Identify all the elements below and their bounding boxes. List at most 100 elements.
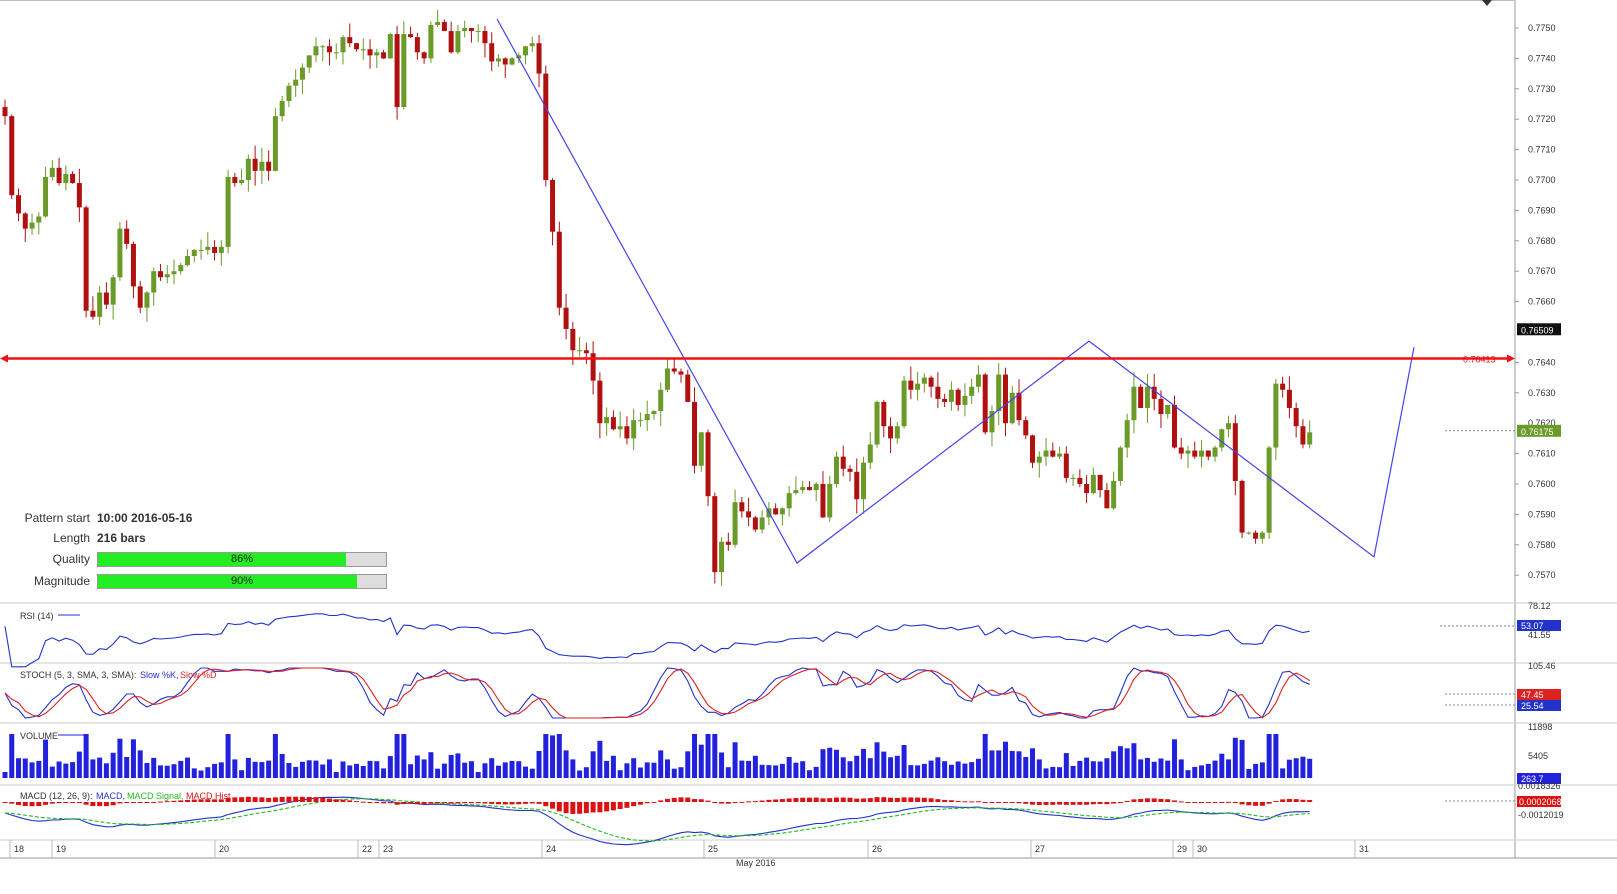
volume-bar — [313, 760, 319, 778]
volume-bar — [340, 761, 346, 778]
macd-hist-bar — [894, 798, 900, 802]
macd-hist-bar — [1124, 800, 1130, 802]
macd-hist-bar — [719, 802, 725, 804]
time-tick-label: 25 — [708, 844, 718, 854]
price-tick-label: 0.7570 — [1528, 570, 1556, 580]
candle-body — [225, 176, 231, 247]
candle-body — [2, 107, 8, 117]
candle-body — [232, 176, 238, 184]
volume-bar — [624, 763, 630, 778]
volume-bar — [1104, 758, 1110, 778]
volume-bar — [191, 768, 197, 778]
volume-bar — [252, 761, 258, 778]
volume-bar — [1036, 759, 1042, 778]
macd-hist-bar — [550, 802, 556, 809]
macd-hist-bar — [820, 798, 826, 802]
volume-bar — [70, 762, 76, 778]
volume-bar — [1002, 741, 1008, 778]
macd-hist-bar — [130, 802, 136, 803]
candle-body — [495, 58, 501, 62]
candle-body — [293, 79, 299, 86]
macd-hist-bar — [367, 802, 373, 803]
volume-bar — [955, 761, 961, 778]
dropdown-arrow-icon[interactable] — [1482, 0, 1492, 6]
macd-hist-bar — [266, 797, 272, 802]
macd-hist-bar — [272, 797, 278, 802]
volume-bar — [1219, 753, 1225, 778]
macd-hist-bar — [698, 799, 704, 802]
macd-hist-bar — [786, 798, 792, 802]
candle-body — [739, 502, 745, 512]
macd-hist-bar — [543, 802, 549, 807]
macd-hist-bar — [1104, 802, 1110, 805]
macd-hist-bar — [374, 802, 380, 803]
macd-hist-bar — [685, 797, 691, 802]
volume-bar — [719, 752, 725, 778]
candle-body — [651, 411, 657, 415]
macd-hist-bar — [854, 798, 860, 802]
macd-hist-bar — [401, 802, 407, 805]
macd-hist-bar — [354, 801, 360, 803]
price-tick-label: 0.7630 — [1528, 388, 1556, 398]
volume-bar — [1016, 751, 1022, 778]
candle-body — [313, 46, 319, 56]
volume-tick: 5405 — [1528, 751, 1548, 761]
macd-hist-bar — [1266, 802, 1272, 804]
candle-body — [9, 116, 15, 196]
candle-body — [942, 398, 948, 402]
volume-bar — [779, 763, 785, 778]
candle-body — [63, 173, 69, 184]
volume-bar — [874, 742, 880, 778]
volume-bar — [502, 762, 508, 778]
volume-bar — [658, 750, 664, 778]
macd-hist-bar — [1171, 800, 1177, 802]
candle-body — [83, 207, 89, 311]
candle-body — [1300, 426, 1306, 445]
macd-hist-bar — [664, 798, 670, 802]
candle-body — [1023, 420, 1029, 436]
volume-bar — [840, 757, 846, 778]
volume-bar — [833, 749, 839, 778]
volume-bar — [732, 742, 738, 778]
candle-body — [299, 67, 305, 80]
volume-bar — [975, 758, 981, 778]
volume-bar — [103, 763, 109, 778]
volume-bar — [969, 762, 975, 778]
volume-bar — [1138, 759, 1144, 778]
volume-bar — [739, 760, 745, 778]
candle-body — [354, 43, 360, 50]
macd-hist-bar — [340, 799, 346, 802]
macd-hist-bar — [509, 802, 515, 805]
candle-body — [340, 37, 346, 53]
macd-hist-bar — [49, 802, 55, 804]
volume-bar — [550, 735, 556, 778]
candle-body — [854, 471, 860, 500]
volume-bar — [286, 763, 292, 778]
volume-bar — [1253, 763, 1259, 778]
volume-bar — [1158, 758, 1164, 778]
price-tick-label: 0.7670 — [1528, 266, 1556, 276]
candle-body — [56, 167, 62, 184]
macd-hist-bar — [1043, 802, 1049, 805]
candle-body — [171, 271, 177, 275]
volume-bar — [421, 759, 427, 778]
candle-body — [800, 487, 806, 491]
candle-body — [1266, 447, 1272, 533]
candle-body — [1192, 450, 1198, 457]
stoch-d-line — [4, 667, 1310, 719]
candle-body — [1165, 404, 1171, 415]
volume-bar — [800, 761, 806, 778]
volume-bar — [468, 761, 474, 778]
candle-body — [130, 243, 136, 287]
price-tick-label: 0.7730 — [1528, 84, 1556, 94]
candle-body — [779, 508, 785, 515]
volume-bar — [577, 770, 583, 778]
volume-bar — [205, 767, 211, 778]
volume-bar — [1171, 739, 1177, 778]
candle-body — [928, 377, 934, 387]
price-tick-label: 0.7750 — [1528, 23, 1556, 33]
time-tick-label: 27 — [1035, 844, 1045, 854]
candle-body — [367, 49, 373, 56]
